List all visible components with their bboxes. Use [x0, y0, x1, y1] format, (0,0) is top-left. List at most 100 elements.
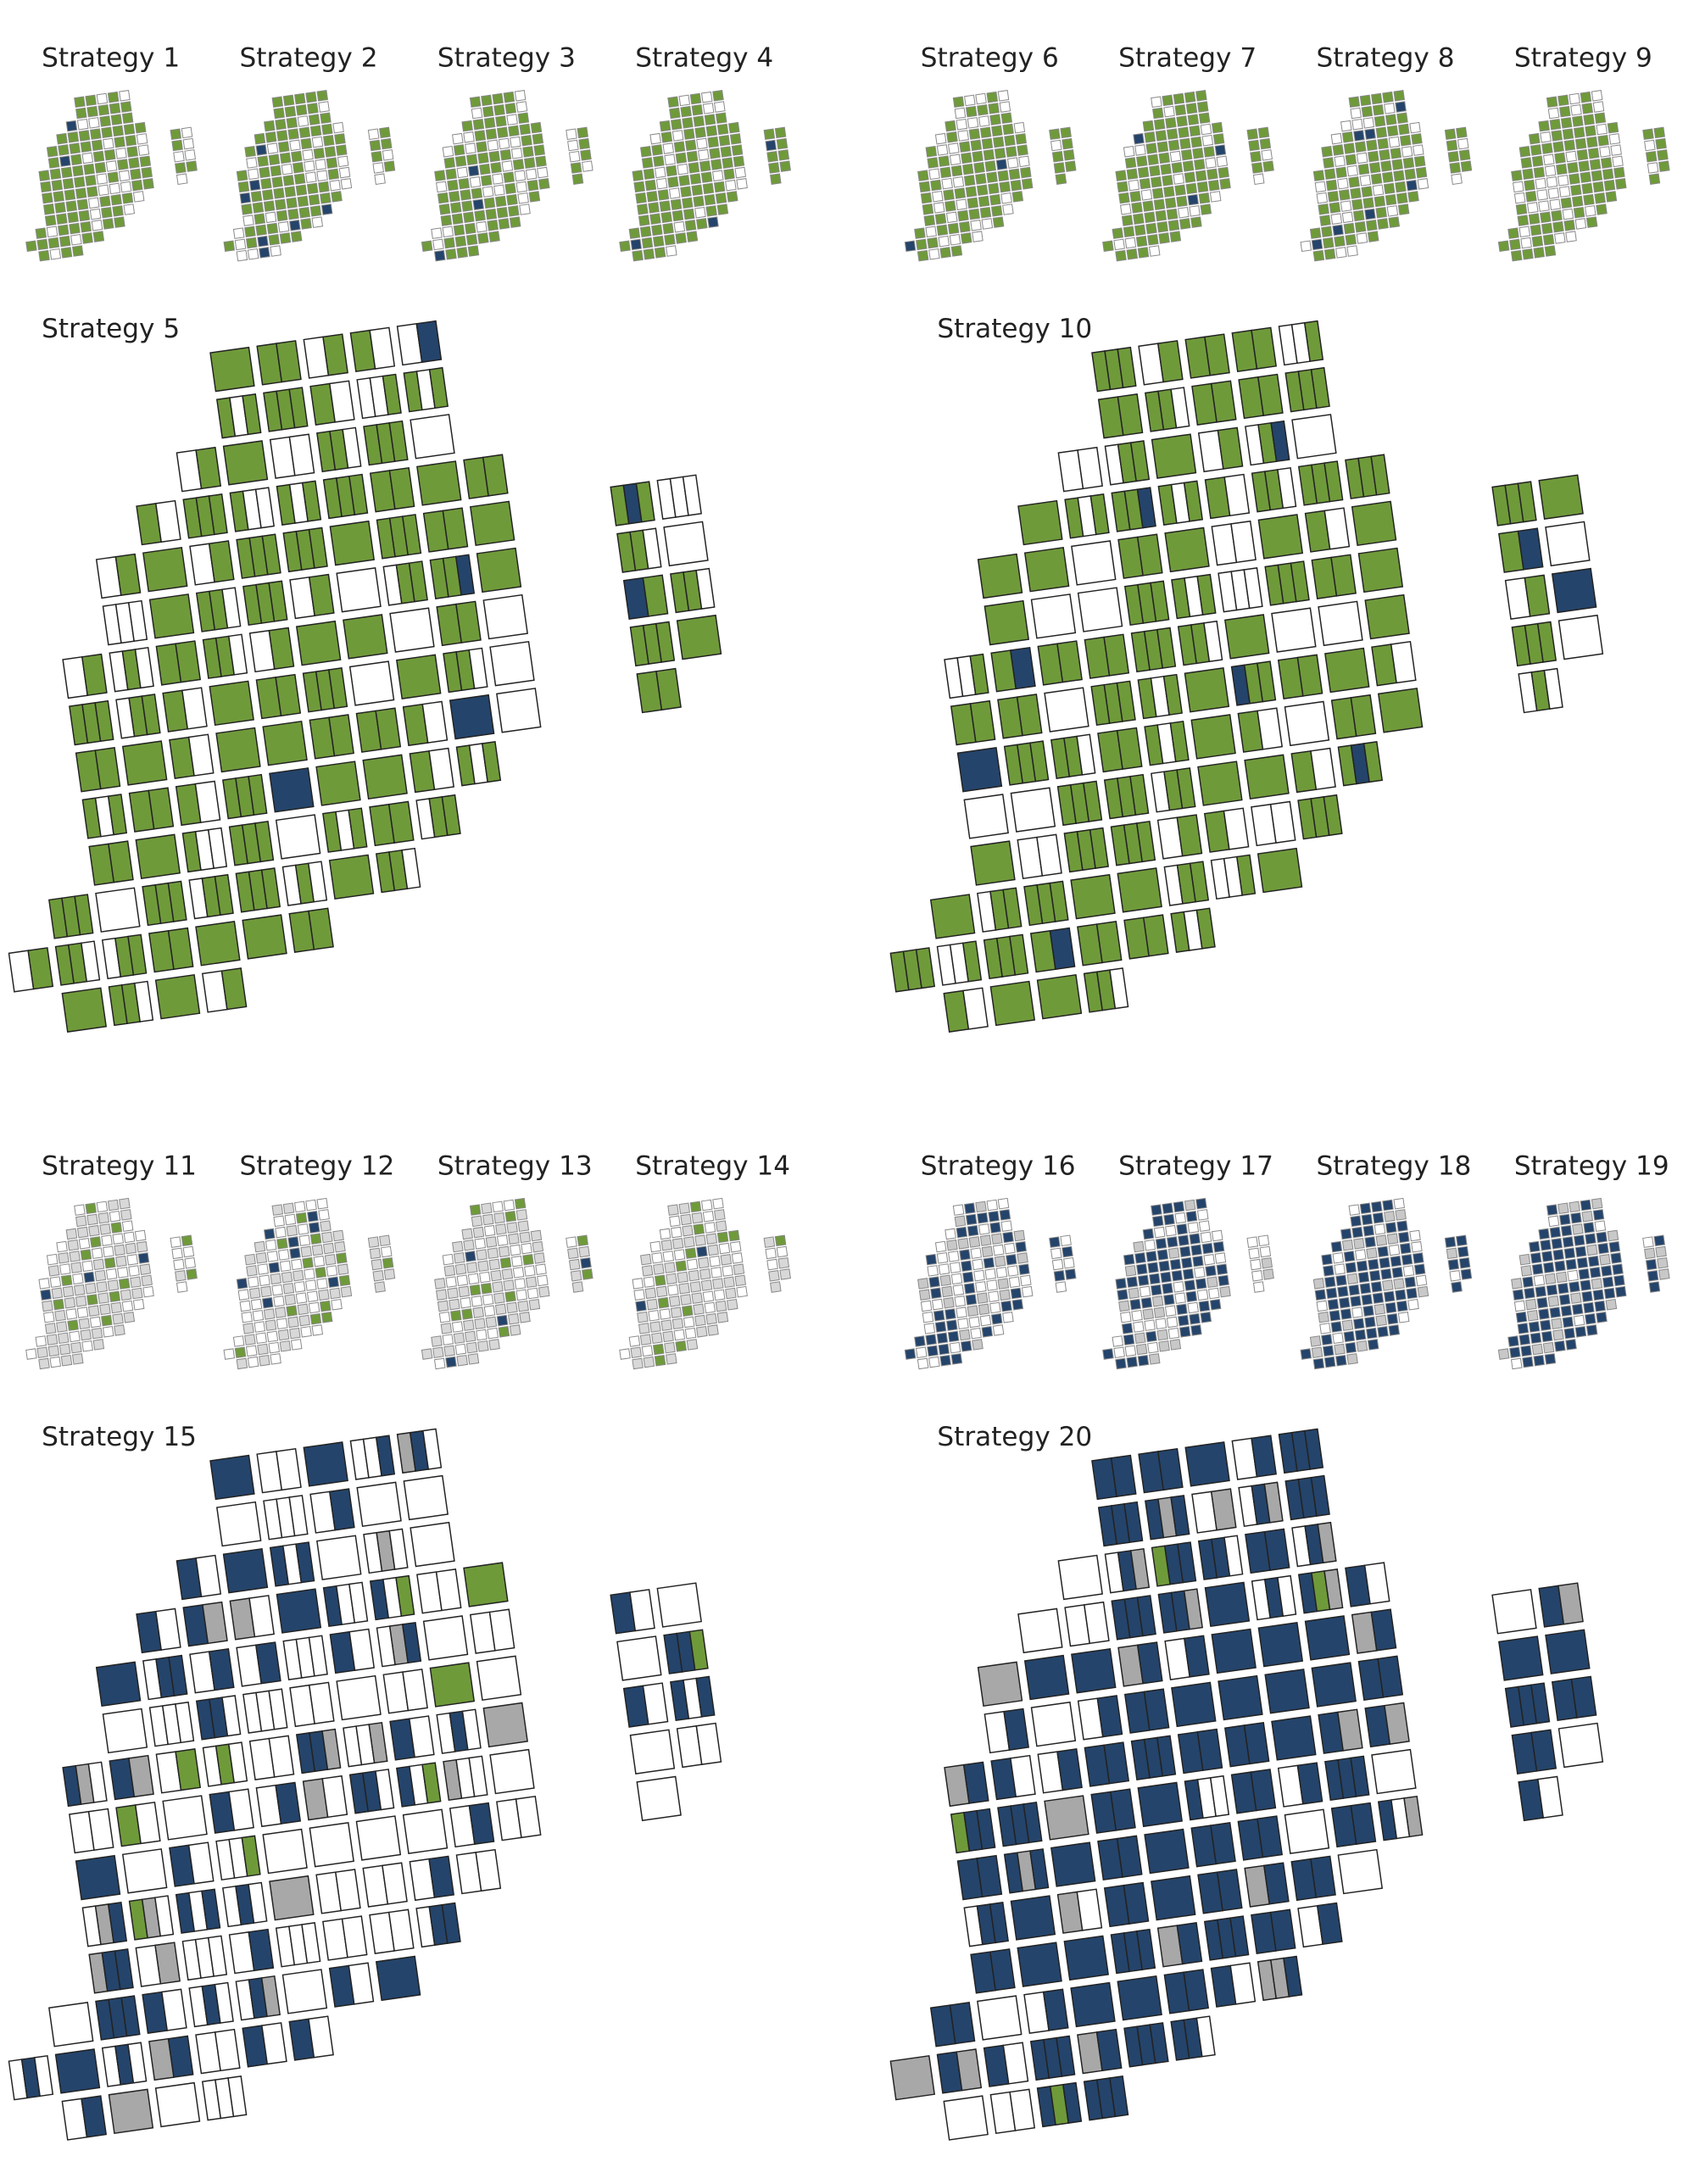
- parcel: [1524, 574, 1551, 617]
- parcel: [449, 202, 462, 214]
- parcel: [334, 1240, 346, 1253]
- parcel: [651, 224, 663, 237]
- parcel: [514, 90, 527, 102]
- parcel: [461, 1308, 473, 1320]
- parcel: [1250, 1258, 1262, 1271]
- parcel: [642, 1682, 669, 1725]
- parcel: [118, 170, 131, 182]
- parcel: [1332, 224, 1344, 237]
- parcel: [436, 1289, 448, 1301]
- parcel: [957, 1318, 969, 1330]
- parcel: [1513, 1289, 1524, 1301]
- parcel: [537, 1274, 549, 1287]
- parcel: [76, 198, 89, 210]
- parcel: [994, 1255, 1006, 1268]
- parcel: [1547, 1215, 1560, 1228]
- parcel: [94, 162, 107, 174]
- parcel: [973, 1269, 985, 1282]
- parcel: [369, 1247, 382, 1260]
- parcel: [1008, 1276, 1021, 1289]
- parcel: [1071, 540, 1117, 586]
- parcel: [1050, 139, 1062, 152]
- parcel: [125, 1242, 137, 1255]
- parcel: [999, 101, 1011, 113]
- parcel: [1176, 115, 1188, 127]
- parcel: [915, 947, 936, 989]
- parcel: [1116, 1835, 1143, 1878]
- parcel: [1304, 1615, 1351, 1661]
- parcel: [925, 146, 938, 158]
- parcel: [282, 94, 295, 107]
- parcel: [388, 1528, 409, 1570]
- parcel: [684, 220, 697, 231]
- parcel: [1311, 1662, 1357, 1708]
- parcel: [1148, 245, 1161, 257]
- parcel: [94, 747, 121, 790]
- parcel: [1332, 1251, 1345, 1264]
- parcel: [709, 1255, 721, 1268]
- parcel: [1330, 132, 1343, 145]
- parcel: [1243, 1721, 1270, 1765]
- parcel: [220, 967, 248, 1011]
- parcel: [1594, 1300, 1606, 1312]
- parcel: [707, 136, 719, 148]
- parcel: [641, 157, 654, 169]
- parcel: [154, 2081, 201, 2128]
- parcel: [642, 527, 662, 570]
- parcel: [266, 222, 279, 235]
- parcel: [644, 1287, 657, 1300]
- parcel: [989, 1902, 1009, 1944]
- parcel: [1340, 1308, 1352, 1320]
- parcel: [1133, 132, 1145, 145]
- parcel: [300, 218, 312, 230]
- parcel: [933, 1310, 945, 1322]
- parcel: [482, 105, 494, 118]
- parcel: [268, 1735, 295, 1778]
- parcel: [1185, 182, 1198, 195]
- parcel: [254, 487, 275, 529]
- parcel: [1391, 1267, 1403, 1279]
- parcel: [1063, 149, 1075, 161]
- district-map: [1300, 1197, 1473, 1370]
- parcel: [1565, 1339, 1577, 1351]
- parcel: [1162, 1202, 1173, 1215]
- parcel: [290, 1339, 303, 1351]
- parcel: [65, 1308, 78, 1320]
- parcel: [1030, 1701, 1077, 1747]
- parcel: [126, 146, 138, 158]
- district-map: [1102, 90, 1274, 262]
- parcel: [988, 1210, 1000, 1223]
- parcel: [92, 231, 105, 242]
- parcel: [917, 1357, 929, 1370]
- parcel: [488, 1608, 515, 1652]
- parcel: [1574, 1245, 1587, 1258]
- parcel: [1366, 1327, 1378, 1340]
- parcel: [223, 240, 236, 253]
- parcel: [1647, 1270, 1659, 1282]
- parcel: [1144, 1828, 1190, 1875]
- parcel: [1257, 1234, 1270, 1247]
- parcel: [684, 1327, 697, 1340]
- parcel: [1323, 1265, 1335, 1277]
- parcel: [127, 933, 148, 976]
- parcel: [1136, 1595, 1156, 1637]
- parcel: [654, 1354, 666, 1367]
- parcel: [683, 128, 695, 140]
- parcel: [1115, 249, 1127, 262]
- parcel: [959, 1329, 971, 1341]
- parcel: [519, 1231, 531, 1244]
- parcel: [311, 216, 324, 228]
- parcel: [64, 1296, 76, 1309]
- parcel: [970, 220, 982, 231]
- parcel: [195, 1554, 222, 1598]
- parcel: [318, 1209, 330, 1221]
- parcel: [297, 195, 309, 208]
- parcel: [300, 137, 313, 150]
- parcel: [1375, 126, 1388, 139]
- parcel: [96, 1201, 109, 1213]
- parcel: [1346, 164, 1359, 177]
- parcel: [479, 1271, 491, 1284]
- parcel: [273, 1295, 285, 1307]
- parcel: [76, 1306, 89, 1318]
- parcel: [494, 1303, 507, 1316]
